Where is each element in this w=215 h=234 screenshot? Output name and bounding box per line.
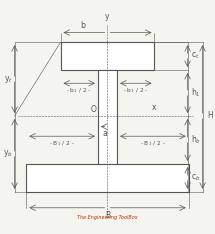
Text: b: b <box>80 22 85 30</box>
Text: - b$_1$ / 2 -: - b$_1$ / 2 - <box>123 86 149 95</box>
Text: - B$_1$ / 2 -: - B$_1$ / 2 - <box>49 139 75 148</box>
Text: y: y <box>105 12 110 21</box>
Text: - b$_1$ / 2 -: - b$_1$ / 2 - <box>66 86 92 95</box>
Text: O: O <box>91 105 97 114</box>
Text: c$_t$: c$_t$ <box>191 51 200 61</box>
Text: H: H <box>207 111 213 121</box>
Text: B: B <box>105 211 110 220</box>
Text: h$_b$: h$_b$ <box>191 134 201 146</box>
Text: y$_t$: y$_t$ <box>4 73 13 84</box>
Text: c$_b$: c$_b$ <box>191 173 201 183</box>
Text: - B$_1$ / 2 -: - B$_1$ / 2 - <box>140 139 166 148</box>
Text: y$_b$: y$_b$ <box>3 148 13 159</box>
Text: x: x <box>152 103 157 112</box>
Text: a: a <box>102 129 107 138</box>
Bar <box>60 42 155 70</box>
Bar <box>26 164 189 192</box>
Text: The Engineering ToolBox: The Engineering ToolBox <box>77 215 138 220</box>
Text: h$_1$: h$_1$ <box>191 87 201 99</box>
Bar <box>98 70 117 164</box>
